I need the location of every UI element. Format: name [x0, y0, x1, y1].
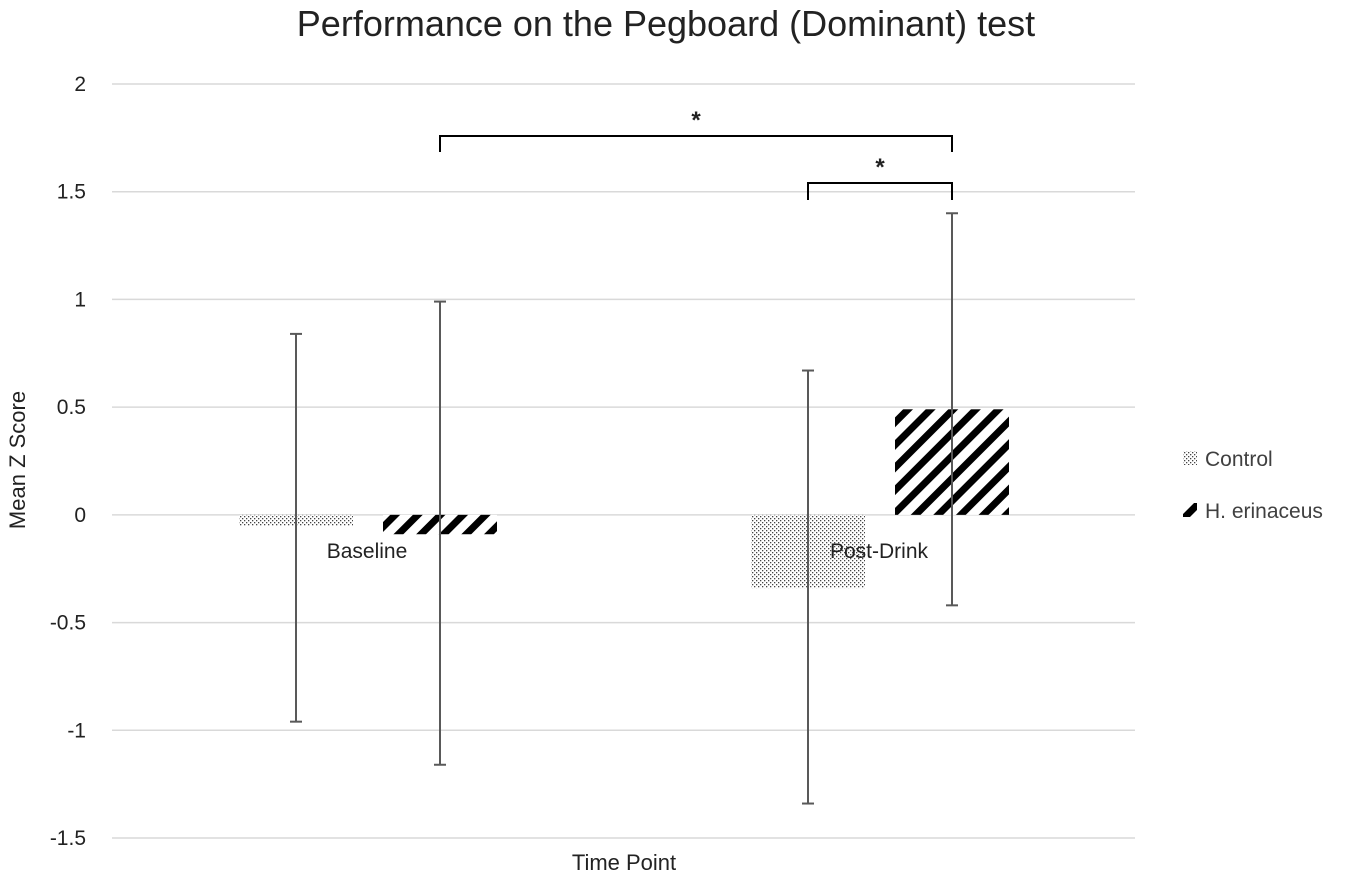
category-label: Post-Drink: [830, 540, 929, 563]
y-tick-label: 1.5: [57, 181, 86, 204]
y-tick-label: -1: [67, 719, 86, 742]
y-tick-label: 1: [74, 288, 86, 311]
error-bar: [946, 212, 958, 607]
legend-item-h-erinaceus: H. erinaceus: [1183, 500, 1323, 523]
legend-label-h-erinaceus: H. erinaceus: [1205, 500, 1323, 523]
y-axis-title: Mean Z Score: [5, 391, 30, 529]
error-bar: [802, 369, 814, 805]
significance-brackets: **: [439, 107, 953, 200]
error-bar: [290, 332, 302, 723]
category-labels: Baseline Post-Drink: [327, 540, 929, 563]
y-tick-label: 0.5: [57, 396, 86, 419]
y-tick-label: -0.5: [50, 612, 86, 635]
x-axis-title: Time Point: [572, 850, 676, 875]
y-axis-ticks: 2 1.5 1 0.5 0 -0.5 -1 -1.5: [50, 73, 86, 850]
significance-bracket: [439, 135, 953, 152]
legend-label-control: Control: [1205, 448, 1273, 471]
legend-swatch-control: [1183, 451, 1197, 465]
y-tick-label: 2: [74, 73, 86, 96]
error-bars: [290, 212, 958, 805]
y-tick-label: 0: [74, 504, 86, 527]
category-label: Baseline: [327, 540, 408, 563]
y-tick-label: -1.5: [50, 827, 86, 850]
error-bar: [434, 300, 446, 766]
legend-item-control: Control: [1183, 448, 1273, 471]
legend: Control H. erinaceus: [1183, 448, 1323, 523]
significance-marker: *: [875, 154, 885, 181]
significance-bracket: [807, 182, 953, 200]
significance-marker: *: [691, 107, 701, 134]
chart-title: Performance on the Pegboard (Dominant) t…: [297, 3, 1035, 44]
legend-swatch-h-erinaceus: [1183, 503, 1197, 517]
